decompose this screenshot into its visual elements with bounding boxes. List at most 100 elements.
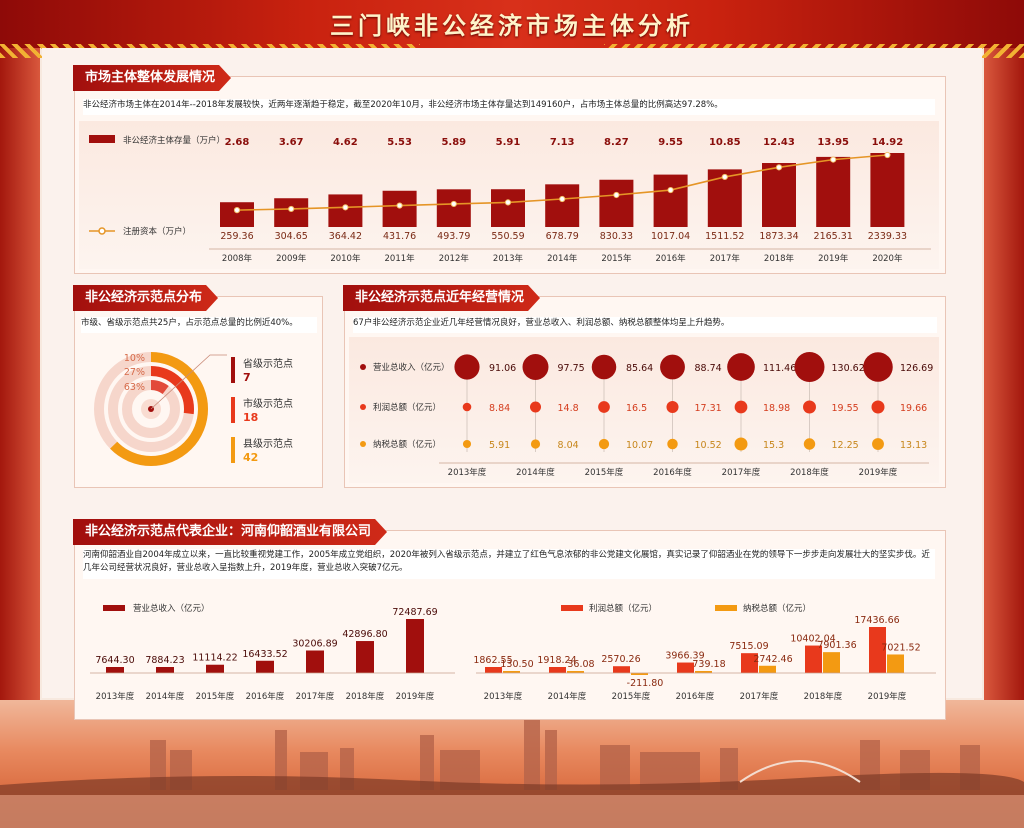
- x-tick-label: 2013年度: [484, 691, 523, 702]
- x-tick-label: 2016年度: [246, 691, 285, 702]
- bubble-value-label: 19.55: [832, 403, 859, 414]
- bubble-营业总收入（亿元）-2014年度: [522, 354, 549, 380]
- bubble-value-label: 12.25: [832, 440, 859, 451]
- section-description: 非公经济市场主体在2014年--2018年发展较快，近两年逐渐趋于稳定，截至20…: [83, 99, 935, 115]
- bar-value-label: 16433.52: [242, 649, 287, 660]
- bar-value-label: 9.55: [658, 137, 683, 148]
- bubble-value-label: 111.46: [763, 363, 796, 374]
- profit-value-label: 1862.55: [473, 655, 512, 666]
- bubble-value-label: 13.13: [900, 440, 927, 451]
- bar-2008年: [220, 202, 254, 227]
- bar-2015年: [599, 179, 634, 227]
- x-tick-label: 2019年度: [859, 467, 898, 478]
- bar-2020年: [870, 153, 905, 227]
- tax-value-label: 130.50: [500, 659, 533, 670]
- row-marker: [360, 441, 366, 447]
- x-tick-label: 2018年度: [790, 467, 829, 478]
- ring-arc-省级示范点: [122, 380, 180, 438]
- bar-value-label: 5.91: [496, 137, 521, 148]
- bar-value-label: 11114.22: [192, 653, 237, 664]
- bubble-利润总额（亿元）-2017年度: [734, 400, 748, 414]
- section-title: 非公经济示范点代表企业：河南仰韶酒业有限公司: [73, 519, 387, 545]
- section-title: 非公经济示范点近年经营情况: [343, 285, 540, 311]
- ring-percent-label: 10%: [124, 353, 145, 364]
- x-tick-label: 2018年度: [346, 691, 385, 702]
- header-background: [0, 0, 1024, 48]
- bar-2013年度: [106, 667, 124, 673]
- x-tick-label: 2014年度: [516, 467, 555, 478]
- bubble-纳税总额（亿元）-2018年度: [803, 438, 816, 450]
- line-point: [396, 202, 403, 209]
- legend-value: 42: [243, 451, 258, 464]
- tax-bar-2015年度: [631, 673, 648, 675]
- profit-bar-2016年度: [677, 662, 694, 673]
- x-tick-label: 2019年度: [868, 691, 907, 702]
- bar-value-label: 72487.69: [392, 607, 437, 618]
- bar-2019年: [816, 156, 851, 227]
- bubble-纳税总额（亿元）-2017年度: [734, 437, 748, 451]
- bar-legend-label: 非公经济主体存量（万户）: [123, 135, 225, 146]
- tax-value-label: -211.80: [627, 678, 664, 689]
- x-tick-label: 2018年: [764, 253, 795, 264]
- line-value-label: 1511.52: [705, 231, 744, 242]
- line-value-label: 259.36: [220, 231, 253, 242]
- bar-2018年: [762, 163, 796, 227]
- right-border: [984, 48, 1024, 828]
- bubble-value-label: 8.04: [558, 440, 579, 451]
- bubble-value-label: 130.62: [832, 363, 865, 374]
- profit-value-label: 1918.24: [537, 655, 576, 666]
- bar-value-label: 7.13: [550, 137, 575, 148]
- legend-value: 7: [243, 371, 251, 384]
- legend-label: 省级示范点: [243, 357, 293, 370]
- tax-bar-2017年度: [759, 665, 776, 673]
- tax-value-label: 739.18: [692, 659, 725, 670]
- x-tick-label: 2008年: [222, 253, 253, 264]
- x-tick-label: 2017年度: [740, 691, 779, 702]
- bubble-value-label: 5.91: [489, 440, 510, 451]
- tax-bar-2013年度: [503, 671, 520, 673]
- company-revenue-chart: 营业总收入（亿元） 7644.30 2013年度 7884.23 2014年度 11114…: [90, 603, 455, 702]
- bubble-纳税总额（亿元）-2019年度: [872, 438, 884, 450]
- bar-value-label: 10.85: [709, 137, 741, 148]
- legend-label: 市级示范点: [243, 397, 293, 410]
- line-value-label: 1873.34: [759, 231, 798, 242]
- x-tick-label: 2014年: [547, 253, 578, 264]
- bubble-value-label: 19.66: [900, 403, 927, 414]
- tax-bar-2018年度: [823, 652, 840, 673]
- x-tick-label: 2017年度: [296, 691, 335, 702]
- bubble-营业总收入（亿元）-2018年度: [794, 352, 825, 382]
- profit-value-label: 7515.09: [729, 641, 768, 652]
- line-value-label: 2339.33: [868, 231, 907, 242]
- ring-percent-label: 27%: [124, 367, 145, 378]
- bar-value-label: 5.89: [441, 137, 466, 148]
- bubble-value-label: 15.3: [763, 440, 784, 451]
- row-label: 营业总收入（亿元）: [373, 362, 450, 373]
- x-tick-label: 2015年: [601, 253, 632, 264]
- legend-value: 18: [243, 411, 258, 424]
- tax-bar-2019年度: [887, 654, 904, 673]
- line-value-label: 431.76: [383, 231, 416, 242]
- ring-arc-市级示范点: [108, 366, 194, 452]
- legend-swatch: [231, 437, 235, 463]
- bubble-value-label: 10.07: [626, 440, 653, 451]
- x-tick-label: 2017年度: [722, 467, 761, 478]
- line-value-label: 493.79: [437, 231, 470, 242]
- line-legend-marker: [98, 227, 106, 235]
- section-description: 市级、省级示范点共25户，占示范点总量的比例近40%。: [81, 317, 317, 333]
- section-title: 非公经济示范点分布: [73, 285, 218, 311]
- bubble-value-label: 18.98: [763, 403, 790, 414]
- x-tick-label: 2010年: [330, 253, 361, 264]
- legend-swatch-tax: [715, 605, 737, 611]
- bubble-value-label: 14.8: [558, 403, 579, 414]
- line-point: [233, 207, 241, 214]
- bar-2013年: [491, 189, 525, 227]
- bubble-value-label: 10.52: [695, 440, 722, 451]
- bubble-纳税总额（亿元）-2014年度: [530, 439, 541, 449]
- bar-2016年: [653, 174, 688, 227]
- x-tick-label: 2015年度: [612, 691, 651, 702]
- bar-2015年度: [206, 664, 224, 673]
- line-point: [288, 205, 295, 213]
- line-value-label: 550.59: [491, 231, 524, 242]
